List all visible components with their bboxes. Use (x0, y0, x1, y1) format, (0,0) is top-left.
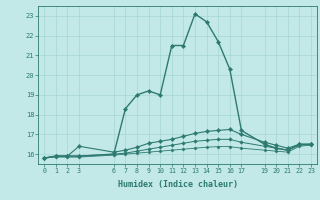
X-axis label: Humidex (Indice chaleur): Humidex (Indice chaleur) (118, 180, 238, 189)
